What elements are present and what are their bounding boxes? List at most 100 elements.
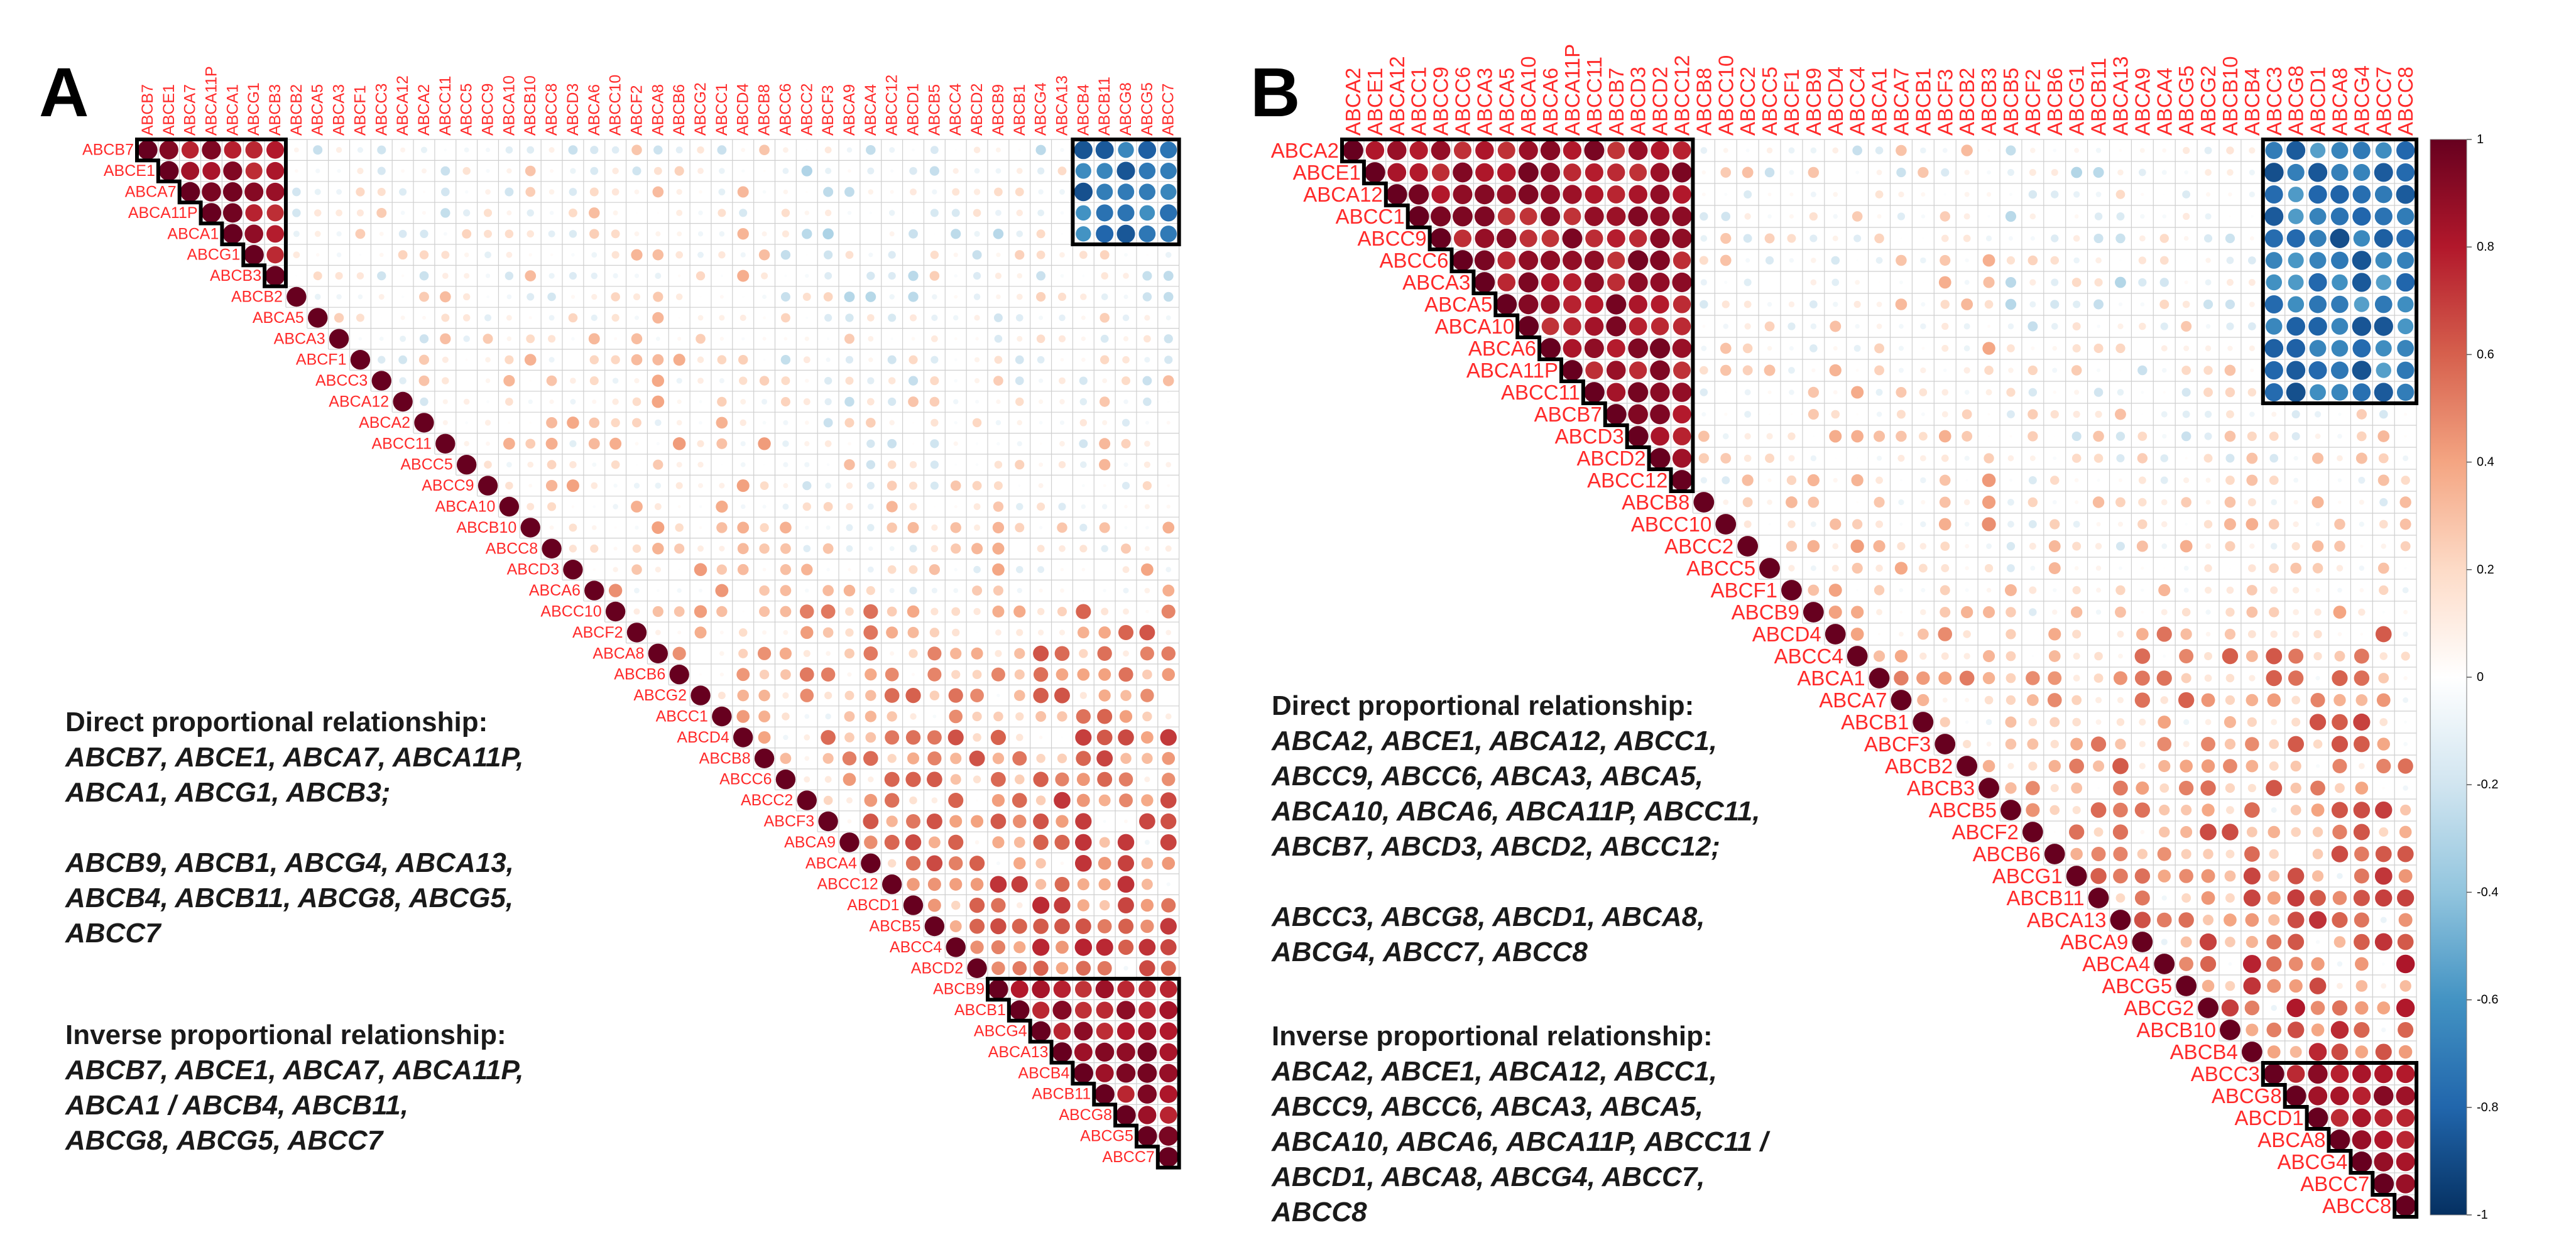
cell-ABCA9-ABCA8 — [2333, 936, 2346, 948]
cell-ABCC12-ABCC7 — [1166, 882, 1171, 886]
cell-ABCA1-ABCG5 — [1138, 225, 1156, 242]
cell-ABCA5-ABCB5 — [931, 314, 938, 321]
cell-ABCB3-ABCB5 — [929, 271, 940, 281]
cell-ABCA11P-ABCC8 — [549, 210, 554, 215]
row-label-ABCC7: ABCC7 — [1102, 1148, 1154, 1166]
cell-ABCC8-ABCC6 — [780, 543, 791, 554]
cell-ABCA11P-ABCD1 — [2308, 361, 2327, 380]
cell-ABCA3-ABCD1 — [2308, 273, 2327, 292]
cell-ABCB5-ABCA13 — [2113, 802, 2128, 818]
cell-ABCB1-ABCA13 — [2116, 718, 2125, 726]
cell-ABCC10-ABCG4 — [2359, 521, 2364, 527]
cell-ABCB6-ABCB6 — [669, 665, 689, 685]
cell-ABCB1-ABCC7 — [2379, 718, 2388, 726]
cell-ABCB9-ABCA13 — [1053, 980, 1071, 998]
cell-ABCC5-ABCF3 — [1941, 564, 1950, 572]
cell-ABCB6-ABCG8 — [2295, 853, 2297, 855]
cell-ABCC11-ABCC3 — [2264, 383, 2283, 401]
cell-ABCC1-ABCC6 — [1453, 206, 1473, 227]
cell-ABCB5-ABCC7 — [2375, 801, 2393, 819]
cell-ABCB6-ABCB5 — [927, 667, 942, 682]
cell-ABCB7-ABCC7 — [2379, 410, 2388, 419]
cell-ABCA4-ABCC12 — [887, 859, 897, 868]
cell-ABCA10-ABCB9 — [993, 501, 1004, 512]
cell-ABCC3-ABCA12 — [399, 377, 407, 384]
cell-ABCG1-ABCD3 — [571, 253, 575, 257]
cell-ABCC6-ABCC10 — [1720, 254, 1732, 266]
cell-ABCA9-ABCB9 — [992, 836, 1005, 849]
cell-ABCA6-ABCA6 — [584, 580, 604, 601]
cell-ABCB5-ABCB4 — [2244, 802, 2260, 818]
cell-ABCB7-ABCD1 — [2314, 411, 2322, 418]
col-label-ABCB7: ABCB7 — [1605, 68, 1628, 136]
cell-ABCA5-ABCD2 — [1651, 295, 1669, 314]
cell-ABCC6-ABCD2 — [1650, 250, 1670, 271]
cell-ABCB6-ABCB9 — [991, 667, 1005, 682]
cell-ABCA1-ABCB8 — [761, 231, 767, 237]
cell-ABCA2-ABCC9 — [484, 420, 491, 426]
cell-ABCA12-ABCB10 — [2228, 192, 2232, 197]
cell-ABCA10-ABCF3 — [1941, 322, 1949, 330]
cell-ABCE1-ABCB9 — [995, 168, 1001, 174]
cell-ABCC11-ABCB10 — [525, 438, 536, 449]
cell-ABCA2-ABCF1 — [1788, 147, 1795, 154]
cell-ABCD2-ABCA8 — [2337, 455, 2343, 462]
cell-ABCG1-ABCG4 — [1036, 250, 1045, 259]
cell-ABCA6-ABCG4 — [2352, 339, 2371, 357]
cell-ABCC6-ABCA13 — [2119, 259, 2122, 262]
cell-ABCD4-ABCB11 — [1096, 729, 1113, 746]
cell-ABCC6-ABCA13 — [1055, 772, 1069, 786]
cell-ABCF2-ABCB6 — [677, 630, 682, 634]
cell-ABCB5-ABCC4 — [949, 920, 962, 932]
cell-ABCB3-ABCG8 — [1123, 273, 1129, 279]
cell-ABCE1-ABCF1 — [357, 167, 364, 175]
cell-ABCC12-ABCB5 — [2009, 479, 2012, 482]
cell-ABCC12-ABCB3 — [1982, 473, 1996, 487]
cell-ABCD4-ABCB2 — [1963, 630, 1971, 638]
cell-ABCB3-ABCA10 — [505, 271, 514, 280]
cell-ABCA3-ABCB1 — [1922, 281, 1924, 283]
cell-ABCB7-ABCA13 — [2114, 408, 2126, 420]
cell-ABCB9-ABCB2 — [1961, 606, 1973, 619]
cell-ABCC4-ABCF2 — [2031, 655, 2034, 658]
cell-ABCF1-ABCC12 — [887, 355, 897, 364]
cell-ABCC5-ABCC8 — [2404, 567, 2407, 570]
cell-ABCA11P-ABCA11P — [1562, 360, 1583, 381]
cell-ABCC11-ABCA9 — [2141, 391, 2144, 394]
cell-ABCA11P-ABCC11 — [1585, 361, 1603, 379]
row-label-ABCB7: ABCB7 — [1534, 403, 1602, 426]
cell-ABCC3-ABCB5 — [930, 376, 939, 386]
cell-ABCG2-ABCC6 — [782, 692, 789, 699]
cell-ABCB10-ABCC4 — [950, 522, 961, 533]
cell-ABCF1-ABCC11 — [442, 356, 449, 363]
cell-ABCA8-ABCC4 — [950, 648, 962, 660]
cell-ABCC9-ABCA8 — [655, 482, 662, 489]
cell-ABCA10-ABCF1 — [1787, 322, 1796, 330]
row-label-ABCA1: ABCA1 — [1797, 667, 1865, 690]
cell-ABCF1-ABCG2 — [697, 356, 704, 363]
cell-ABCB9-ABCB4 — [2246, 606, 2258, 618]
cell-ABCA11P-ABCD2 — [973, 209, 981, 217]
cell-ABCB2-ABCA6 — [591, 293, 598, 300]
cell-ABCC1-ABCC10 — [1721, 212, 1731, 221]
cell-ABCF1-ABCD1 — [2315, 587, 2320, 593]
cell-ABCC4-ABCB4 — [1074, 939, 1093, 956]
cell-ABCE1-ABCA13 — [2117, 169, 2124, 176]
cell-ABCD4-ABCG4 — [2360, 633, 2364, 636]
panel-b-direct-heading: Direct proportional relationship: — [1272, 690, 1695, 721]
cell-ABCE1-ABCA3 — [337, 168, 341, 173]
cell-ABCA10-ABCC2 — [802, 502, 811, 511]
row-label-ABCA2: ABCA2 — [359, 414, 410, 432]
cell-ABCA7-ABCC4 — [952, 188, 960, 196]
col-label-ABCB11: ABCB11 — [2087, 58, 2110, 136]
cell-ABCB7-ABCA1 — [1876, 411, 1882, 417]
cell-ABCB2-ABCC10 — [611, 292, 620, 302]
cell-ABCA5-ABCB4 — [1081, 315, 1086, 320]
col-label-ABCF1: ABCF1 — [1780, 69, 1803, 136]
cell-ABCB4-ABCB4 — [2241, 1042, 2262, 1062]
cell-ABCC9-ABCC9 — [1430, 228, 1451, 249]
cell-ABCG1-ABCC3 — [379, 253, 384, 258]
cell-ABCA2-ABCB8 — [762, 421, 767, 425]
cell-ABCC10-ABCC10 — [1715, 514, 1737, 535]
cell-ABCD4-ABCC6 — [783, 734, 789, 741]
